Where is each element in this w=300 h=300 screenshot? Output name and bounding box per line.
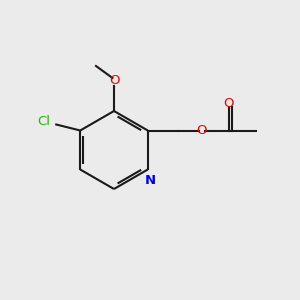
Text: O: O xyxy=(224,97,234,110)
Text: Cl: Cl xyxy=(37,115,50,128)
Text: O: O xyxy=(109,74,119,88)
Text: N: N xyxy=(145,174,156,187)
Text: O: O xyxy=(196,124,207,137)
